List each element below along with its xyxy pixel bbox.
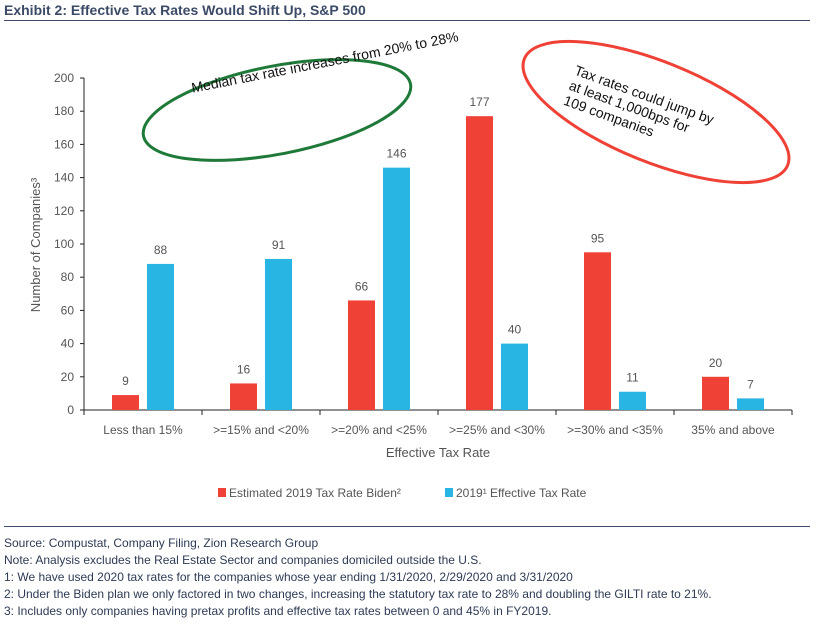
red-annotation-ellipse	[521, 39, 791, 185]
data-label: 16	[237, 362, 251, 376]
y-tick-label: 100	[54, 237, 74, 251]
data-label: 146	[386, 147, 406, 161]
green-annotation-ellipse	[141, 58, 413, 162]
x-tick-label: >=20% and <25%	[331, 423, 427, 437]
legend-label: Estimated 2019 Tax Rate Biden²	[229, 486, 401, 500]
y-tick-label: 60	[61, 303, 75, 317]
y-tick-label: 20	[61, 370, 75, 384]
footnote-3: 3: Includes only companies having pretax…	[4, 604, 552, 618]
footnote-1: 1: We have used 2020 tax rates for the c…	[4, 570, 573, 584]
data-label: 9	[122, 374, 129, 388]
bar-biden	[466, 116, 493, 411]
footer-rule	[4, 526, 810, 527]
note: Note: Analysis excludes the Real Estate …	[4, 553, 482, 567]
x-tick-label: Less than 15%	[103, 423, 183, 437]
footnote-2: 2: Under the Biden plan we only factored…	[4, 587, 712, 601]
data-label: 91	[272, 238, 286, 252]
data-label: 11	[626, 371, 639, 385]
bar-2019	[383, 167, 410, 410]
y-tick-label: 80	[61, 270, 75, 284]
data-label: 20	[709, 356, 723, 370]
legend-swatch	[218, 488, 226, 497]
data-label: 66	[355, 279, 369, 293]
x-axis-title: Effective Tax Rate	[386, 445, 490, 460]
legend-label: 2019¹ Effective Tax Rate	[456, 486, 587, 500]
bar-2019	[265, 258, 292, 410]
bar-2019	[619, 391, 646, 410]
y-tick-label: 140	[54, 171, 74, 185]
bar-2019	[147, 263, 174, 410]
data-label: 177	[469, 95, 489, 109]
footnotes: Source: Compustat, Company Filing, Zion …	[4, 535, 712, 620]
exhibit-title: Exhibit 2: Effective Tax Rates Would Shi…	[4, 2, 366, 18]
bar-biden	[112, 395, 139, 410]
title-rule	[4, 20, 810, 21]
y-tick-label: 200	[54, 71, 74, 85]
y-tick-label: 0	[67, 403, 74, 417]
x-tick-label: >=25% and <30%	[449, 423, 545, 437]
bar-2019	[501, 343, 528, 410]
data-label: 95	[591, 231, 605, 245]
data-label: 40	[508, 323, 522, 337]
y-tick-label: 40	[61, 337, 75, 351]
y-tick-label: 120	[54, 204, 74, 218]
bar-chart: 0 20 40 60 80 100 120 140 160 180 200 Less than 15%…	[28, 39, 793, 500]
data-label: 88	[154, 243, 168, 257]
y-axis-title: Number of Companies³	[28, 177, 43, 312]
source-note: Source: Compustat, Company Filing, Zion …	[4, 536, 319, 550]
y-tick-label: 160	[54, 137, 74, 151]
data-label: 7	[747, 377, 754, 391]
x-tick-label: 35% and above	[691, 423, 775, 437]
bar-biden	[702, 376, 729, 410]
bar-biden	[584, 252, 611, 410]
x-tick-label: >=30% and <35%	[567, 423, 663, 437]
y-tick-label: 180	[54, 104, 74, 118]
bar-biden	[230, 383, 257, 410]
bar-biden	[348, 300, 375, 410]
x-tick-label: >=15% and <20%	[213, 423, 309, 437]
bar-2019	[737, 398, 764, 410]
legend-swatch	[445, 488, 453, 497]
